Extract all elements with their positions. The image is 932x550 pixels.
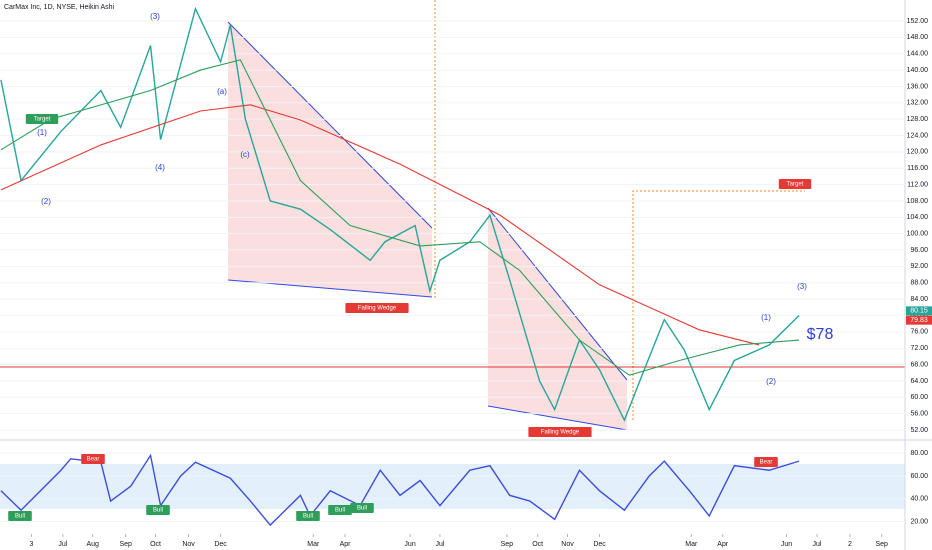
x-tick-label: Aug <box>86 541 99 548</box>
annotation: (1) <box>761 313 771 322</box>
annotation: (1) <box>37 128 47 137</box>
annotation: Bull <box>357 506 367 512</box>
y-tick-label: 76.00 <box>910 329 928 336</box>
series-line <box>0 59 800 376</box>
annotation: Falling Wedge <box>541 430 580 436</box>
wedge-line <box>487 207 628 381</box>
x-tick-label: Mar <box>307 541 320 548</box>
price-tag <box>906 315 932 325</box>
annotation-tag <box>528 427 592 437</box>
annotation-tag <box>8 511 32 521</box>
x-tick-label: Jun <box>781 541 792 548</box>
y-tick-label: 56.00 <box>910 410 928 417</box>
rsi-band <box>0 464 905 509</box>
y-tick-label: 60.00 <box>910 473 928 480</box>
annotation: (2) <box>41 197 51 206</box>
price-tag <box>906 306 932 316</box>
x-tick-label: Jul <box>58 541 67 548</box>
x-tick-label: Sep <box>876 541 889 548</box>
annotation-tag <box>345 303 409 313</box>
y-tick-label: 72.00 <box>910 345 928 352</box>
annotation: Bull <box>303 514 313 520</box>
price-tag-label: 80.15 <box>910 308 928 315</box>
x-tick-label: Jun <box>404 541 415 548</box>
annotation: Bear <box>760 460 773 466</box>
wedge-line <box>487 405 628 431</box>
y-tick-label: 108.00 <box>907 198 929 205</box>
y-tick-label: 60.00 <box>910 394 928 401</box>
y-tick-label: 148.00 <box>907 34 929 41</box>
y-tick-label: 92.00 <box>910 263 928 270</box>
y-tick-label: 100.00 <box>907 231 929 238</box>
annotation: Falling Wedge <box>358 306 397 312</box>
annotation: Bull <box>153 508 163 514</box>
y-tick-label: 132.00 <box>907 100 929 107</box>
annotation-tag <box>754 457 778 467</box>
y-tick-label: 136.00 <box>907 83 929 90</box>
y-tick-label: 80.00 <box>910 450 928 457</box>
x-tick-label: Nov <box>182 541 195 548</box>
y-tick-label: 20.00 <box>910 518 928 525</box>
y-tick-label: 64.00 <box>910 378 928 385</box>
y-tick-label: 140.00 <box>907 67 929 74</box>
wedge-line <box>227 21 433 229</box>
annotation: Target <box>34 117 51 123</box>
y-tick-label: 144.00 <box>907 51 929 58</box>
y-tick-label: 112.00 <box>907 181 928 188</box>
annotation: Bull <box>335 508 345 514</box>
annotation-tag <box>296 511 320 521</box>
y-tick-label: 52.00 <box>910 427 928 434</box>
annotation-tag <box>25 114 59 124</box>
y-tick-label: 120.00 <box>907 149 929 156</box>
y-tick-label: 104.00 <box>907 214 929 221</box>
annotation: (4) <box>155 163 165 172</box>
y-tick-label: 84.00 <box>910 296 928 303</box>
x-tick-label: Sep <box>501 541 514 548</box>
x-tick-label: Oct <box>532 541 543 548</box>
x-tick-label: Jul <box>813 541 822 548</box>
x-tick-label: Oct <box>150 541 161 548</box>
series-line <box>0 104 760 346</box>
x-tick-label: Dec <box>214 541 227 548</box>
wedge-shade <box>488 208 627 430</box>
x-tick-label: Apr <box>717 541 729 548</box>
series-line <box>0 6 800 422</box>
x-tick-label: Apr <box>340 541 352 548</box>
x-tick-label: 2 <box>848 541 852 548</box>
annotation: Target <box>787 182 804 188</box>
y-tick-label: 68.00 <box>910 361 928 368</box>
y-tick-label: 96.00 <box>910 247 928 254</box>
annotation: $78 <box>807 326 834 343</box>
annotation: (3) <box>150 12 160 21</box>
annotation-tag <box>146 505 170 515</box>
target-line <box>632 190 805 420</box>
annotation-tag <box>778 179 812 189</box>
x-tick-label: Sep <box>119 541 132 548</box>
x-tick-label: Nov <box>561 541 574 548</box>
chart-title: CarMax Inc, 1D, NYSE, Heikin Ashi <box>4 4 115 11</box>
y-tick-label: 40.00 <box>910 496 928 503</box>
y-tick-label: 116.00 <box>907 165 928 172</box>
wedge-shade <box>228 22 432 297</box>
y-tick-label: 88.00 <box>910 280 928 287</box>
annotation: (3) <box>797 282 807 291</box>
series-line <box>0 453 800 527</box>
annotation: (c) <box>240 150 250 159</box>
annotation: (2) <box>766 377 776 386</box>
x-tick-label: Dec <box>593 541 606 548</box>
annotation: Bull <box>15 514 25 520</box>
x-tick-label: Jul <box>435 541 444 548</box>
annotation-tag <box>328 505 352 515</box>
x-tick-label: Mar <box>685 541 698 548</box>
annotation-tag <box>81 454 105 464</box>
x-tick-label: 3 <box>29 541 33 548</box>
annotation: Bear <box>87 457 100 463</box>
y-tick-label: 152.00 <box>907 18 929 25</box>
annotation-tag <box>350 503 374 513</box>
annotation: (a) <box>217 87 227 96</box>
price-tag-label: 79.83 <box>910 317 928 324</box>
y-tick-label: 124.00 <box>907 132 929 139</box>
y-tick-label: 128.00 <box>907 116 929 123</box>
